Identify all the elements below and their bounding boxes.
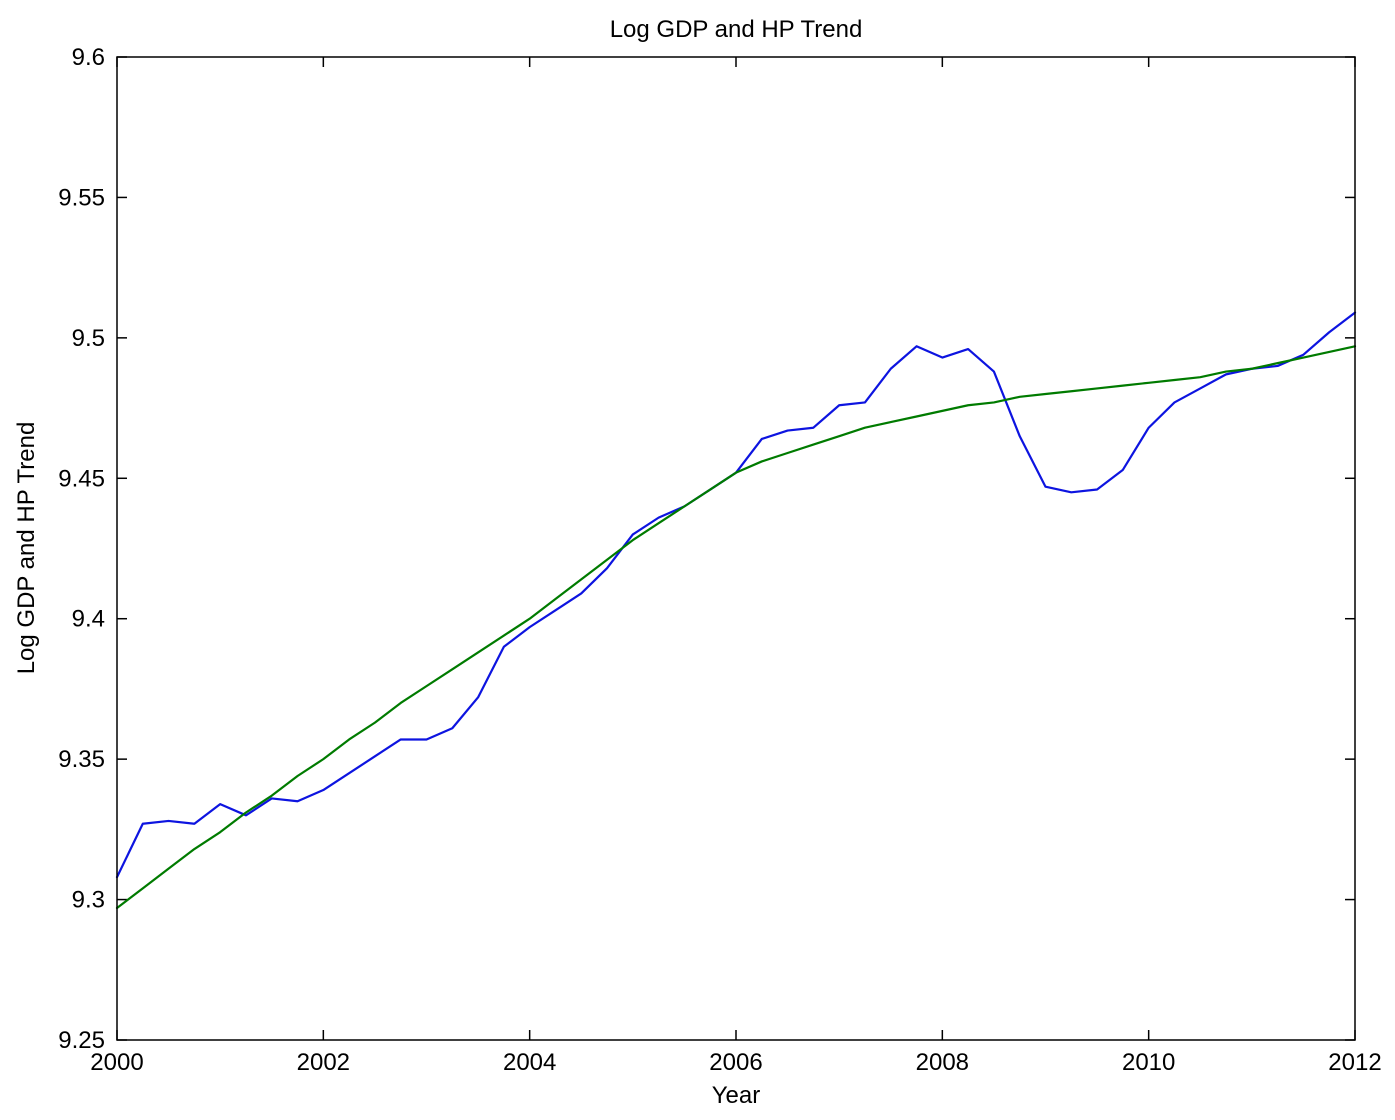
x-tick-label: 2004: [503, 1049, 556, 1076]
y-tick-label: 9.5: [72, 325, 105, 352]
y-tick-label: 9.55: [58, 184, 105, 211]
y-tick-label: 9.45: [58, 465, 105, 492]
chart-title: Log GDP and HP Trend: [609, 16, 863, 43]
series-line-log-gdp: [115, 311, 1357, 879]
x-tick-label: 2008: [916, 1049, 969, 1076]
x-tick-label: 2002: [297, 1049, 350, 1076]
y-tick-label: 9.4: [72, 606, 105, 633]
series-line-hp-trend: [115, 345, 1357, 910]
axes-box: [116, 56, 1356, 1041]
y-axis-label: Log GDP and HP Trend: [13, 421, 40, 675]
y-tick-label: 9.35: [58, 746, 105, 773]
y-tick-label: 9.6: [72, 44, 105, 71]
x-axis-label: Year: [711, 1082, 761, 1109]
x-tick-label: 2000: [90, 1049, 143, 1076]
x-tick-label: 2012: [1328, 1049, 1381, 1076]
x-tick-label: 2010: [1122, 1049, 1175, 1076]
y-tick-label: 9.25: [58, 1027, 105, 1054]
x-tick-label: 2006: [709, 1049, 762, 1076]
y-tick-label: 9.3: [72, 887, 105, 914]
